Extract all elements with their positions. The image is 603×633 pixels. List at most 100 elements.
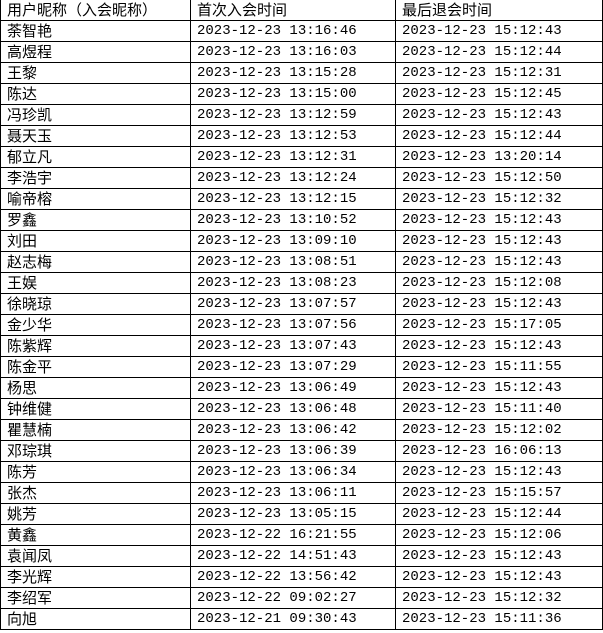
table-row: 赵志梅 2023-12-23 13:08:51 2023-12-23 15:12:4… <box>0 251 603 273</box>
last-leave-cell: 2023-12-23 15:12:50 <box>395 167 603 189</box>
first-join-cell: 2023-12-23 13:08:23 <box>190 272 396 294</box>
table-row: 李浩宇 2023-12-23 13:12:24 2023-12-23 15:12:5… <box>0 167 603 189</box>
nickname-cell: 李光辉 <box>0 566 191 588</box>
table-row: 陈芳 2023-12-23 13:06:34 2023-12-23 15:12:43 <box>0 461 603 483</box>
first-join-cell: 2023-12-23 13:07:43 <box>190 335 396 357</box>
first-join-cell: 2023-12-23 13:10:52 <box>190 209 396 231</box>
nickname-cell: 金少华 <box>0 314 191 336</box>
last-leave-cell: 2023-12-23 15:12:43 <box>395 209 603 231</box>
table-row: 王黎 2023-12-23 13:15:28 2023-12-23 15:12:31 <box>0 62 603 84</box>
last-leave-cell: 2023-12-23 15:12:32 <box>395 188 603 210</box>
first-join-cell: 2023-12-23 13:06:34 <box>190 461 396 483</box>
header-first-join: 首次入会时间 <box>190 0 396 21</box>
table-row: 刘田 2023-12-23 13:09:10 2023-12-23 15:12:43 <box>0 230 603 252</box>
table-row: 陈达 2023-12-23 13:15:00 2023-12-23 15:12:45 <box>0 83 603 105</box>
table-row: 金少华 2023-12-23 13:07:56 2023-12-23 15:17:0… <box>0 314 603 336</box>
table-row: 喻帝榕 2023-12-23 13:12:15 2023-12-23 15:12:3… <box>0 188 603 210</box>
first-join-cell: 2023-12-23 13:06:11 <box>190 482 396 504</box>
table-row: 高煜程 2023-12-23 13:16:03 2023-12-23 15:12:4… <box>0 41 603 63</box>
first-join-cell: 2023-12-23 13:12:59 <box>190 104 396 126</box>
nickname-cell: 向旭 <box>0 608 191 630</box>
nickname-cell: 刘田 <box>0 230 191 252</box>
nickname-cell: 陈金平 <box>0 356 191 378</box>
last-leave-cell: 2023-12-23 15:12:44 <box>395 503 603 525</box>
last-leave-cell: 2023-12-23 13:20:14 <box>395 146 603 168</box>
nickname-cell: 邓琮琪 <box>0 440 191 462</box>
table-row: 徐晓琼 2023-12-23 13:07:57 2023-12-23 15:12:4… <box>0 293 603 315</box>
last-leave-cell: 2023-12-23 15:12:43 <box>395 335 603 357</box>
nickname-cell: 陈芳 <box>0 461 191 483</box>
nickname-cell: 荼智艳 <box>0 20 191 42</box>
table-row: 瞿慧楠 2023-12-23 13:06:42 2023-12-23 15:12:0… <box>0 419 603 441</box>
table-row: 杨思 2023-12-23 13:06:49 2023-12-23 15:12:43 <box>0 377 603 399</box>
first-join-cell: 2023-12-23 13:16:03 <box>190 41 396 63</box>
table-row: 郁立凡 2023-12-23 13:12:31 2023-12-23 13:20:1… <box>0 146 603 168</box>
table-row: 黄鑫 2023-12-22 16:21:55 2023-12-23 15:12:06 <box>0 524 603 546</box>
first-join-cell: 2023-12-23 13:12:31 <box>190 146 396 168</box>
first-join-cell: 2023-12-23 13:08:51 <box>190 251 396 273</box>
first-join-cell: 2023-12-22 09:02:27 <box>190 587 396 609</box>
first-join-cell: 2023-12-23 13:05:15 <box>190 503 396 525</box>
last-leave-cell: 2023-12-23 15:12:31 <box>395 62 603 84</box>
header-nickname: 用户昵称（入会昵称） <box>0 0 191 21</box>
last-leave-cell: 2023-12-23 15:12:06 <box>395 524 603 546</box>
table-row: 聂天玉 2023-12-23 13:12:53 2023-12-23 15:12:4… <box>0 125 603 147</box>
last-leave-cell: 2023-12-23 15:12:43 <box>395 20 603 42</box>
last-leave-cell: 2023-12-23 15:12:02 <box>395 419 603 441</box>
last-leave-cell: 2023-12-23 15:12:43 <box>395 461 603 483</box>
nickname-cell: 王黎 <box>0 62 191 84</box>
nickname-cell: 陈紫辉 <box>0 335 191 357</box>
last-leave-cell: 2023-12-23 15:15:57 <box>395 482 603 504</box>
nickname-cell: 喻帝榕 <box>0 188 191 210</box>
last-leave-cell: 2023-12-23 15:11:40 <box>395 398 603 420</box>
nickname-cell: 杨思 <box>0 377 191 399</box>
nickname-cell: 高煜程 <box>0 41 191 63</box>
table-row: 姚芳 2023-12-23 13:05:15 2023-12-23 15:12:44 <box>0 503 603 525</box>
first-join-cell: 2023-12-23 13:12:15 <box>190 188 396 210</box>
nickname-cell: 瞿慧楠 <box>0 419 191 441</box>
first-join-cell: 2023-12-22 16:21:55 <box>190 524 396 546</box>
header-last-leave: 最后退会时间 <box>395 0 603 21</box>
last-leave-cell: 2023-12-23 15:12:43 <box>395 230 603 252</box>
last-leave-cell: 2023-12-23 15:11:36 <box>395 608 603 630</box>
nickname-cell: 聂天玉 <box>0 125 191 147</box>
table-row: 邓琮琪 2023-12-23 13:06:39 2023-12-23 16:06:1… <box>0 440 603 462</box>
nickname-cell: 钟维健 <box>0 398 191 420</box>
table-row: 王娱 2023-12-23 13:08:23 2023-12-23 15:12:08 <box>0 272 603 294</box>
last-leave-cell: 2023-12-23 15:12:43 <box>395 566 603 588</box>
last-leave-cell: 2023-12-23 15:12:44 <box>395 125 603 147</box>
first-join-cell: 2023-12-22 14:51:43 <box>190 545 396 567</box>
last-leave-cell: 2023-12-23 16:06:13 <box>395 440 603 462</box>
table-row: 陈金平 2023-12-23 13:07:29 2023-12-23 15:11:5… <box>0 356 603 378</box>
last-leave-cell: 2023-12-23 15:12:43 <box>395 377 603 399</box>
first-join-cell: 2023-12-23 13:06:49 <box>190 377 396 399</box>
first-join-cell: 2023-12-23 13:15:28 <box>190 62 396 84</box>
first-join-cell: 2023-12-23 13:07:56 <box>190 314 396 336</box>
first-join-cell: 2023-12-23 13:12:53 <box>190 125 396 147</box>
first-join-cell: 2023-12-23 13:09:10 <box>190 230 396 252</box>
nickname-cell: 黄鑫 <box>0 524 191 546</box>
nickname-cell: 袁闻凤 <box>0 545 191 567</box>
first-join-cell: 2023-12-23 13:07:29 <box>190 356 396 378</box>
first-join-cell: 2023-12-23 13:06:42 <box>190 419 396 441</box>
last-leave-cell: 2023-12-23 15:12:32 <box>395 587 603 609</box>
table-row: 罗鑫 2023-12-23 13:10:52 2023-12-23 15:12:43 <box>0 209 603 231</box>
nickname-cell: 罗鑫 <box>0 209 191 231</box>
nickname-cell: 李绍军 <box>0 587 191 609</box>
nickname-cell: 李浩宇 <box>0 167 191 189</box>
nickname-cell: 徐晓琼 <box>0 293 191 315</box>
first-join-cell: 2023-12-23 13:07:57 <box>190 293 396 315</box>
table-row: 荼智艳 2023-12-23 13:16:46 2023-12-23 15:12:4… <box>0 20 603 42</box>
table-row: 钟维健 2023-12-23 13:06:48 2023-12-23 15:11:4… <box>0 398 603 420</box>
nickname-cell: 陈达 <box>0 83 191 105</box>
first-join-cell: 2023-12-23 13:16:46 <box>190 20 396 42</box>
last-leave-cell: 2023-12-23 15:12:43 <box>395 293 603 315</box>
table-row: 冯珍凯 2023-12-23 13:12:59 2023-12-23 15:12:4… <box>0 104 603 126</box>
nickname-cell: 赵志梅 <box>0 251 191 273</box>
table-row: 李绍军 2023-12-22 09:02:27 2023-12-23 15:12:3… <box>0 587 603 609</box>
first-join-cell: 2023-12-23 13:15:00 <box>190 83 396 105</box>
table-row: 袁闻凤 2023-12-22 14:51:43 2023-12-23 15:12:4… <box>0 545 603 567</box>
first-join-cell: 2023-12-23 13:06:48 <box>190 398 396 420</box>
nickname-cell: 郁立凡 <box>0 146 191 168</box>
